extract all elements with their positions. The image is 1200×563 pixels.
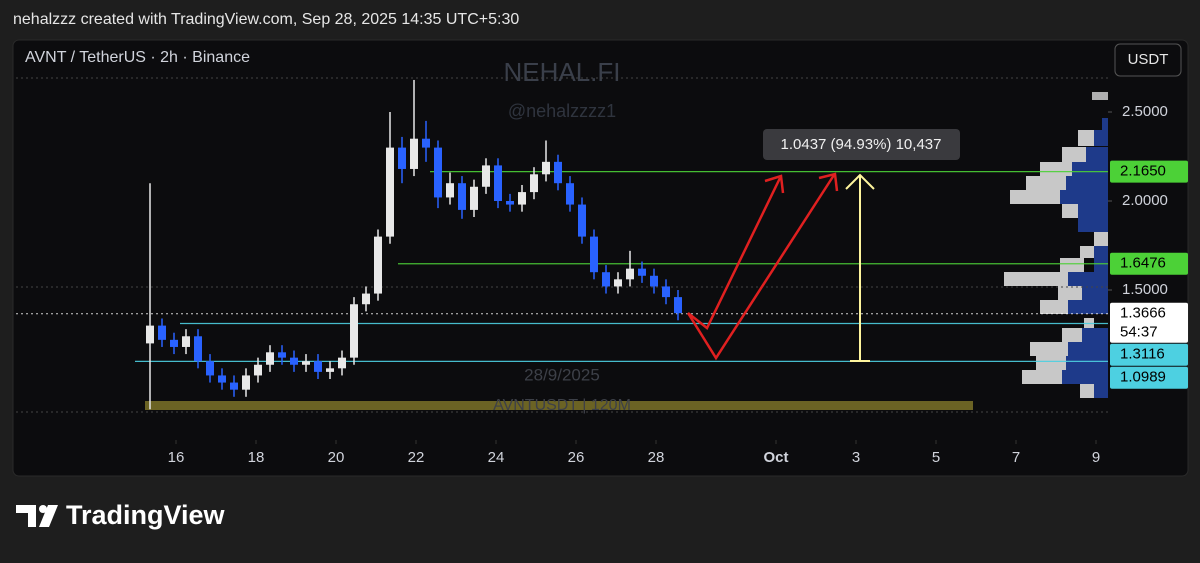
volume-label: AVNTUSDT | 120M: [493, 397, 631, 414]
logo-mark: [16, 505, 36, 527]
x-tick-label: 28: [648, 449, 665, 466]
y-tick-label: 2.0000: [1122, 192, 1168, 209]
candle-body: [398, 147, 406, 169]
watermark: NEHAL.FI: [503, 57, 620, 87]
level-tag: [1110, 160, 1188, 183]
footer-logo: [16, 505, 58, 527]
chart-title: AVNT / TetherUS · 2h · Binance: [25, 49, 250, 66]
candle-body: [518, 192, 526, 205]
x-tick-label: 26: [568, 449, 585, 466]
x-tick-label: 9: [1092, 449, 1100, 466]
logo-dot: [39, 505, 47, 513]
x-tick-label: 20: [328, 449, 345, 466]
level-tag: [1110, 252, 1188, 275]
volume-band: [145, 401, 973, 410]
plot: [16, 77, 1108, 413]
measure-head: [845, 173, 875, 190]
candle-body: [434, 147, 442, 198]
x-tick-label: 7: [1012, 449, 1020, 466]
candle-body: [542, 161, 550, 175]
candle-body: [614, 279, 622, 287]
candle-body: [242, 375, 250, 390]
candle-body: [470, 186, 478, 210]
level-label: 1.3666: [1120, 305, 1166, 322]
candle-body: [422, 138, 430, 148]
measure-box: [763, 129, 960, 160]
candle-body: [302, 361, 310, 365]
candle-body: [218, 375, 226, 383]
candle-body: [482, 165, 490, 187]
candle-body: [566, 183, 574, 205]
level-tag: [1110, 366, 1188, 389]
candle-body: [194, 336, 202, 362]
candle-body: [146, 325, 154, 344]
y-tick-label: 2.5000: [1122, 103, 1168, 120]
price-axis: 2.5000 2.0000 1.5000 16 18 20 22 24 26 28 Oct 3 5 7 9 2…: [168, 103, 1188, 466]
x-tick-label: 24: [488, 449, 505, 466]
candle-body: [638, 268, 646, 276]
x-tick-label: 16: [168, 449, 185, 466]
logo-mark: [39, 505, 58, 527]
candle-body: [674, 297, 682, 314]
x-tick-label: 5: [932, 449, 940, 466]
candle-body: [254, 364, 262, 376]
candle-body: [650, 275, 658, 287]
level-tag: [1110, 302, 1188, 343]
level-label: 1.0989: [1120, 369, 1166, 386]
arrow-head: [818, 172, 839, 192]
candle-body: [278, 352, 286, 358]
level-label: 1.6476: [1120, 255, 1166, 272]
level-label: 1.3116: [1120, 346, 1165, 363]
measure-label: 1.0437 (94.93%) 10,437: [781, 136, 942, 153]
candle-body: [602, 272, 610, 287]
candle-body: [362, 293, 370, 305]
candle-body: [326, 368, 334, 372]
watermark-handle: @nehalzzzz1: [508, 101, 616, 121]
candle-body: [446, 183, 454, 198]
candle-body: [590, 236, 598, 273]
candle-body: [314, 361, 322, 372]
level-label: 2.1650: [1120, 163, 1166, 180]
candle-body: [338, 357, 346, 369]
x-tick-label: 22: [408, 449, 425, 466]
candle-body: [494, 165, 502, 201]
candle-body: [182, 336, 190, 347]
candle-body: [266, 352, 274, 365]
candle-body: [506, 201, 514, 205]
x-tick-label: 18: [248, 449, 265, 466]
x-tick-label: 3: [852, 449, 860, 466]
candle-body: [662, 286, 670, 298]
candle-body: [578, 204, 586, 237]
candle-body: [554, 161, 562, 184]
footer-brand: TradingView: [66, 500, 226, 530]
projection-arrow: [686, 174, 836, 361]
x-tick-label: Oct: [763, 449, 788, 466]
candle-body: [158, 325, 166, 340]
candle-body: [626, 268, 634, 280]
y-tick-label: 1.5000: [1122, 281, 1168, 298]
projection-arrow: [687, 177, 782, 330]
candle-body: [374, 236, 382, 294]
candle-body: [350, 304, 358, 358]
level-tag: [1110, 343, 1188, 366]
candle-body: [290, 357, 298, 365]
arrow-head: [764, 174, 785, 194]
date-label: 28/9/2025: [524, 365, 600, 384]
candle-body: [530, 174, 538, 193]
countdown: 54:37: [1120, 324, 1158, 341]
candle-body: [206, 361, 214, 376]
projection: 1.0437 (94.93%) 10,437: [686, 129, 960, 362]
currency-button[interactable]: [1114, 43, 1182, 77]
candle-body: [386, 147, 394, 237]
candle-body: [170, 339, 178, 347]
candle-body: [458, 183, 466, 210]
volume-profile: [1004, 92, 1108, 398]
currency-label: USDT: [1128, 51, 1169, 68]
candle-body: [230, 382, 238, 390]
header-text: nehalzzz created with TradingView.com, S…: [13, 11, 519, 28]
candle-body: [410, 138, 418, 169]
